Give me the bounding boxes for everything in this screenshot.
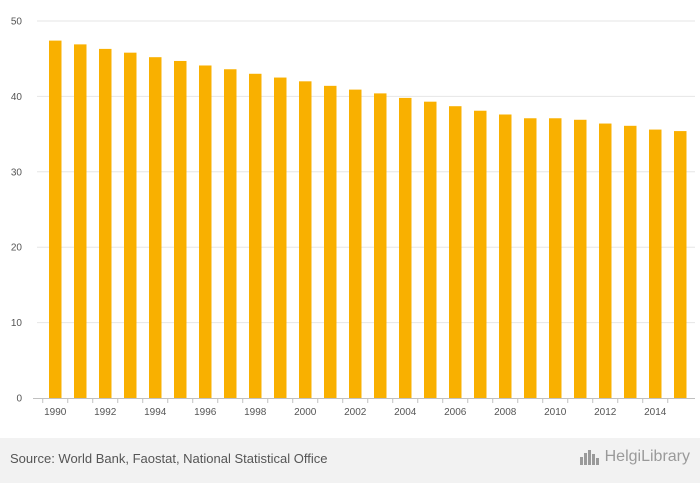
bar-1995 — [174, 60, 187, 398]
y-tick-label: 40 — [11, 92, 23, 103]
x-tick-label: 1998 — [244, 407, 267, 418]
bar-1994 — [149, 57, 162, 398]
x-tick-label: 2012 — [594, 407, 617, 418]
x-tick-label: 1990 — [44, 407, 67, 418]
bar-2007 — [474, 110, 487, 398]
y-tick-label: 10 — [11, 318, 23, 329]
footer-band — [0, 438, 700, 483]
x-tick-label: 1992 — [94, 407, 117, 418]
x-tick-label: 2014 — [644, 407, 667, 418]
bar-1996 — [199, 65, 212, 399]
city-skyline-icon — [579, 450, 599, 465]
y-tick-label: 0 — [16, 394, 22, 405]
bars — [49, 40, 687, 399]
y-tick-label: 30 — [11, 167, 23, 178]
source-text: Source: World Bank, Faostat, National St… — [10, 451, 328, 466]
x-axis-ticks: 1990 1992 1994 1996 1998 2000 2002 2004 2006 2008… — [42, 398, 669, 418]
bar-2005 — [424, 101, 437, 398]
bar-2014 — [649, 129, 662, 399]
bar-2004 — [399, 97, 412, 399]
x-tick-label: 2000 — [294, 407, 317, 418]
bar-1990 — [49, 40, 62, 398]
bar-2010 — [549, 118, 562, 399]
bar-2008 — [499, 114, 512, 398]
x-tick-label: 2006 — [444, 407, 467, 418]
brand-name: HelgiLibrary — [604, 448, 690, 465]
bar-2009 — [524, 118, 537, 399]
bar-2002 — [349, 89, 362, 398]
y-tick-label: 50 — [11, 17, 23, 28]
bar-1993 — [124, 52, 137, 398]
bar-2013 — [624, 125, 637, 398]
x-tick-label: 1996 — [194, 407, 217, 418]
bar-2003 — [374, 93, 387, 398]
bar-2015 — [674, 131, 687, 399]
y-tick-label: 20 — [11, 243, 23, 254]
x-tick-label: 1994 — [144, 407, 167, 418]
bar-1992 — [99, 48, 112, 398]
bar-1998 — [249, 73, 262, 398]
x-tick-label: 2002 — [344, 407, 367, 418]
bar-2012 — [599, 123, 612, 398]
brand-logo[interactable]: HelgiLibrary — [579, 448, 690, 466]
bar-2011 — [574, 119, 587, 399]
bar-chart: 0 10 20 30 40 50 1990 1992 1994 1996 1998 2000 2002… — [11, 17, 695, 418]
x-tick-label: 2010 — [544, 407, 567, 418]
bar-1999 — [274, 77, 287, 399]
bar-2006 — [449, 106, 462, 399]
y-axis-ticks: 0 10 20 30 40 50 — [11, 17, 23, 405]
bar-1991 — [74, 44, 87, 399]
bar-2000 — [299, 81, 312, 398]
bar-1997 — [224, 69, 237, 399]
x-tick-label: 2008 — [494, 407, 517, 418]
bar-2001 — [324, 85, 337, 399]
x-tick-label: 2004 — [394, 407, 417, 418]
